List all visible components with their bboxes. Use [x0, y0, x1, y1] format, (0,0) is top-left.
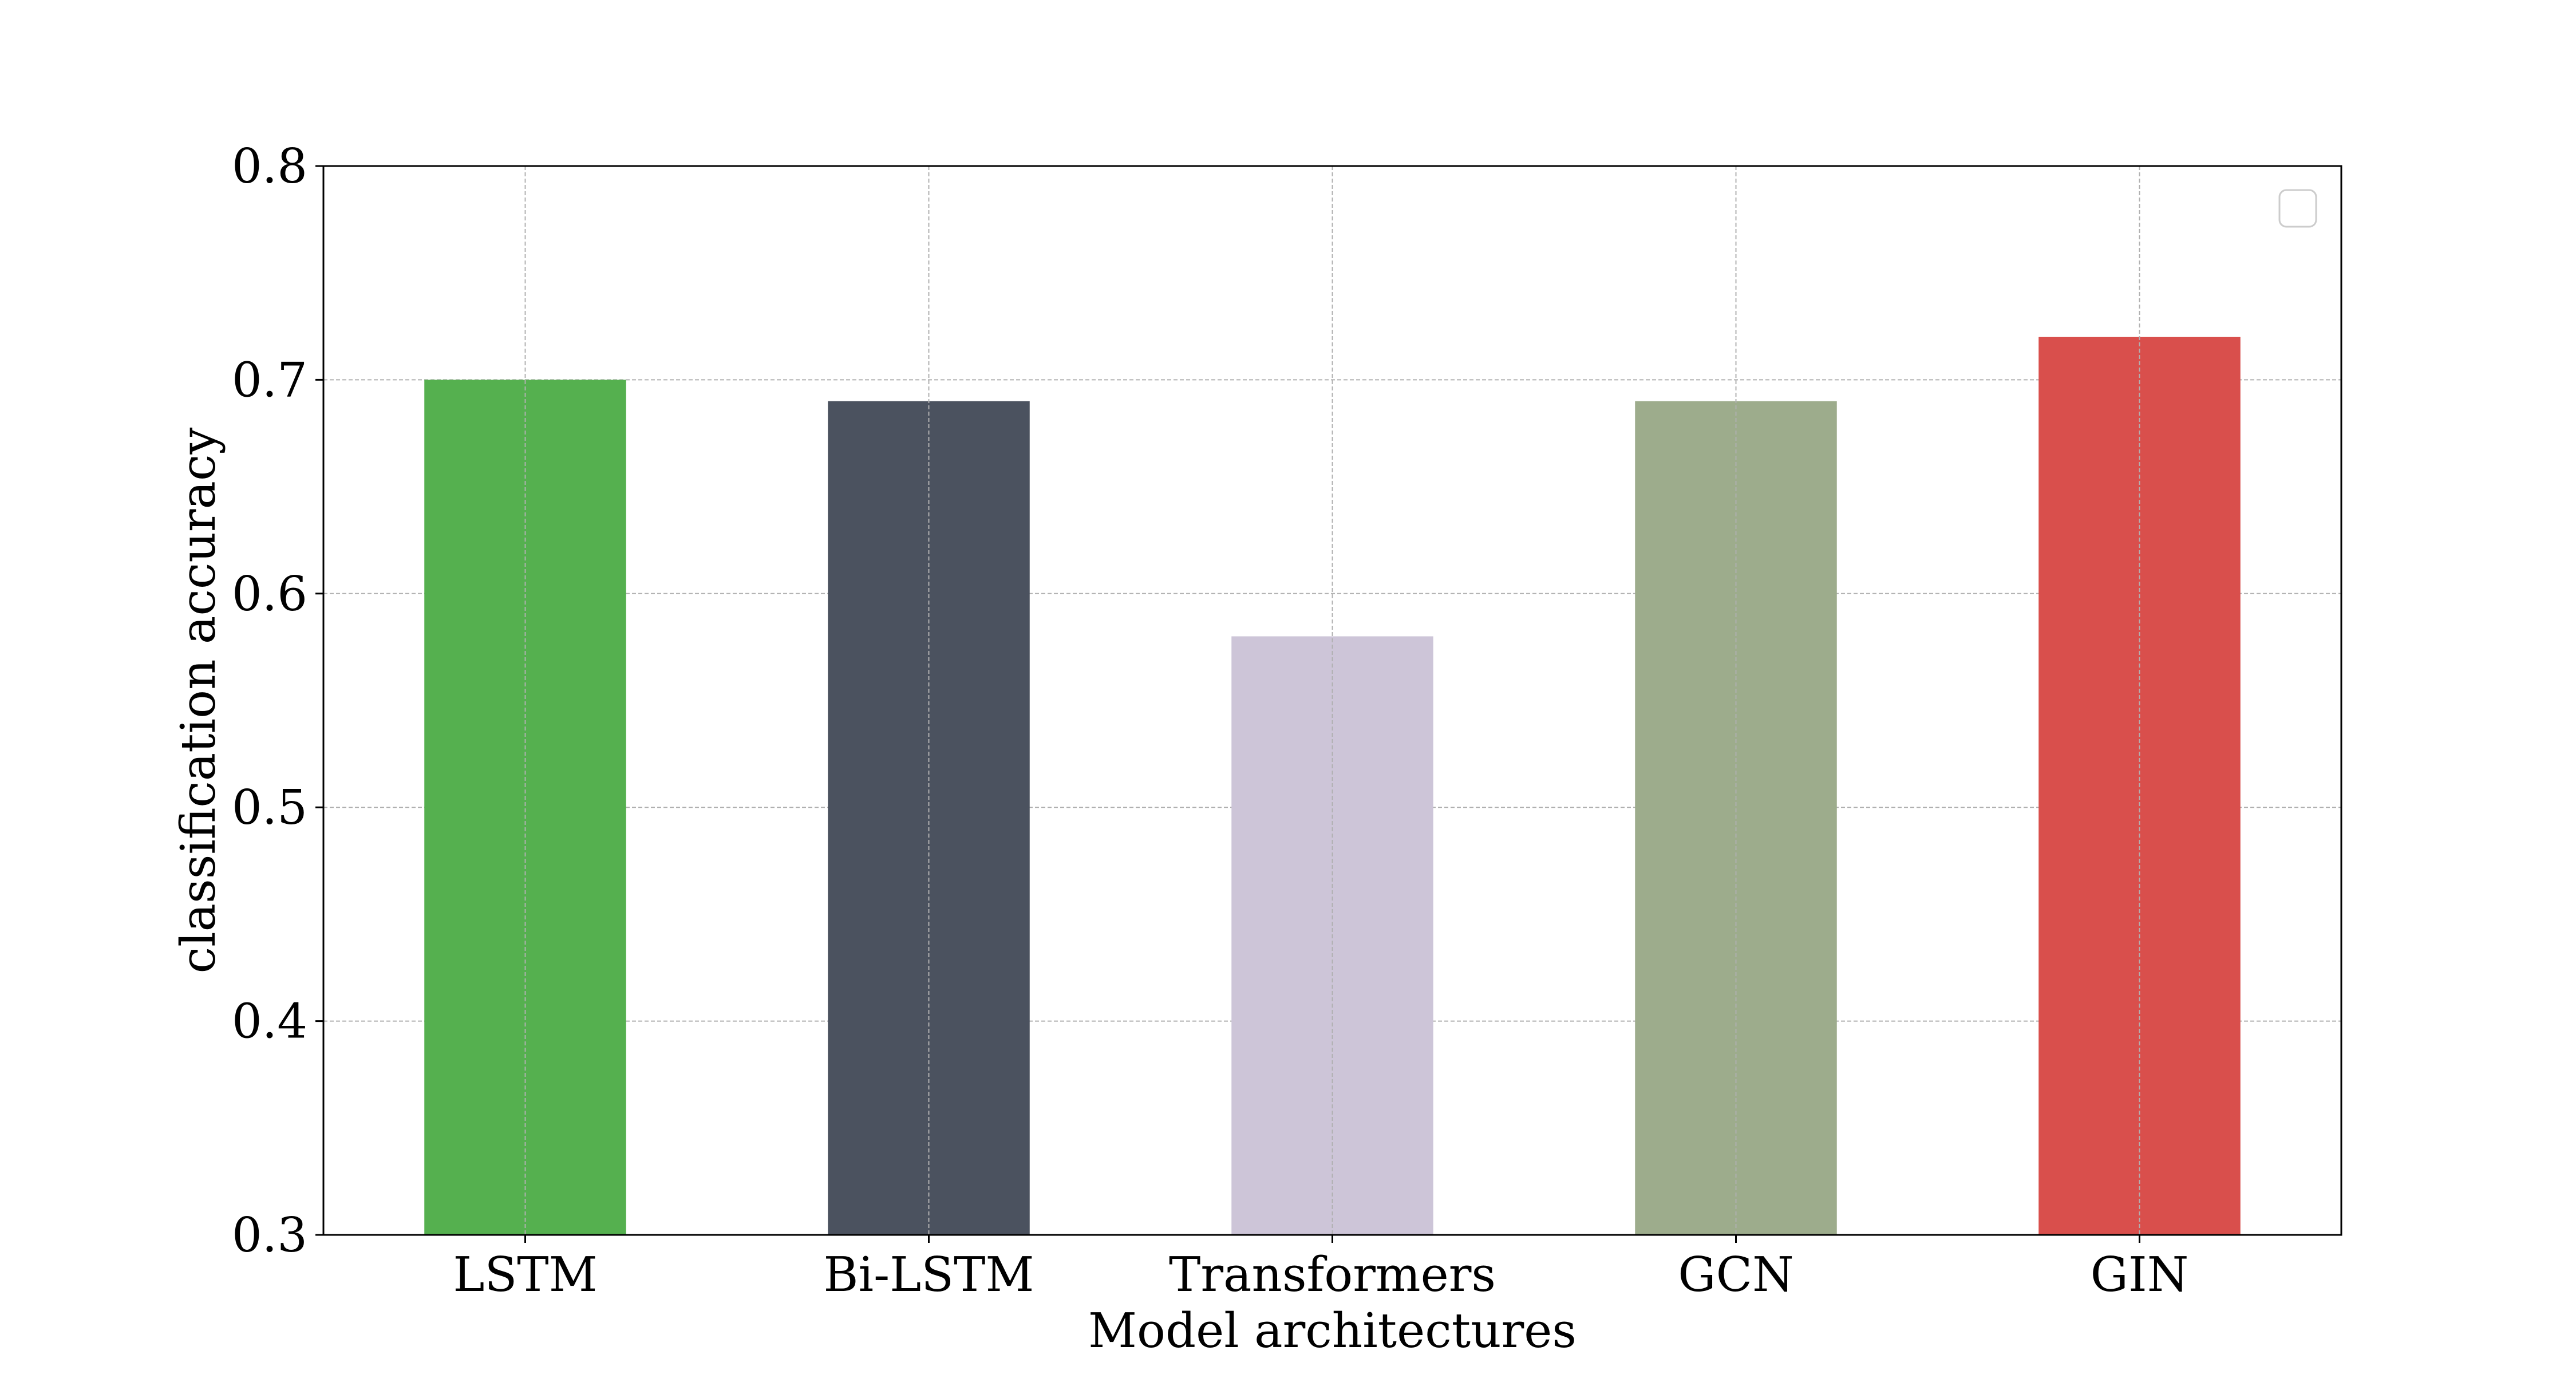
x-tick-label: GIN: [2091, 1247, 2189, 1302]
x-tick-label: Transformers: [1169, 1247, 1496, 1302]
y-axis-title: classification accuracy: [171, 428, 226, 974]
y-tick-label: 0.4: [232, 994, 307, 1049]
legend-box[interactable]: [2278, 189, 2317, 228]
y-tick-label: 0.6: [232, 566, 307, 622]
y-tick-label: 0.7: [232, 352, 307, 408]
x-tick-label: Bi-LSTM: [824, 1247, 1034, 1302]
vertical-grid-layer: [524, 166, 2140, 1235]
x-tick-label: LSTM: [453, 1247, 597, 1302]
x-axis-title: Model architectures: [1088, 1303, 1577, 1359]
x-ticks-layer: LSTM Bi-LSTM Transformers GCN GIN: [453, 1235, 2188, 1302]
y-tick-label: 0.3: [232, 1207, 307, 1263]
x-tick-label: GCN: [1678, 1247, 1793, 1302]
y-tick-label: 0.8: [232, 139, 307, 194]
y-ticks-layer: 0.3 0.4 0.5 0.6 0.7 0.8: [232, 139, 323, 1263]
y-tick-label: 0.5: [232, 780, 307, 835]
